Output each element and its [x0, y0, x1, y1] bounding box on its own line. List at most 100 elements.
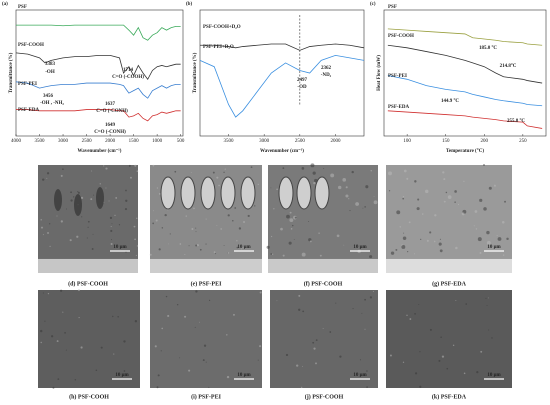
texture [301, 252, 306, 257]
texture [191, 227, 194, 231]
texture [195, 227, 197, 229]
x-tick-label: 1500 [129, 139, 140, 144]
texture [70, 199, 73, 202]
texture [293, 239, 295, 240]
spectrum-line [387, 44, 543, 84]
texture [80, 346, 83, 349]
texture [44, 320, 46, 322]
texture [51, 335, 54, 338]
texture [169, 233, 171, 235]
texture [226, 375, 230, 379]
texture [395, 248, 398, 251]
texture [366, 386, 368, 388]
sem-background [38, 165, 138, 273]
image-caption: (h) PSF-COOH [69, 393, 109, 400]
texture [92, 233, 94, 235]
annotation: C=O (-CONH) [94, 130, 126, 135]
texture [335, 302, 337, 304]
texture [289, 211, 292, 214]
texture [282, 167, 285, 170]
texture [348, 198, 350, 200]
texture [42, 234, 44, 236]
texture [136, 217, 138, 219]
texture [342, 178, 347, 182]
texture [232, 219, 234, 222]
texture [463, 180, 465, 182]
image-caption: (g) PSF-EDA [432, 280, 466, 287]
texture [113, 353, 115, 355]
texture [87, 220, 90, 223]
annotation: 3383 [45, 62, 56, 67]
texture [270, 187, 272, 189]
texture [369, 255, 373, 259]
series-label: PSF-PEI+D₂O [203, 45, 234, 50]
texture [134, 164, 137, 167]
texture [208, 386, 210, 388]
texture [164, 213, 167, 217]
texture [154, 345, 157, 348]
texture [402, 236, 407, 240]
texture [216, 225, 218, 226]
texture [438, 242, 442, 246]
texture [475, 228, 478, 230]
x-axis-label: Wavenumber (cm⁻¹) [260, 148, 304, 154]
series-label: PSF-PEI [388, 74, 407, 79]
texture [501, 221, 505, 224]
texture [70, 191, 72, 194]
sem-background [386, 165, 512, 273]
spectrum-line [387, 110, 543, 129]
scale-label: 10 μm [113, 245, 127, 250]
annotation: 2497 [297, 78, 308, 83]
series-label: PSF [18, 5, 27, 10]
texture [184, 315, 187, 318]
texture [442, 171, 445, 174]
scale-label: 10 μm [115, 373, 129, 378]
texture [298, 308, 301, 311]
annotation: 3456 [43, 94, 54, 99]
texture [401, 245, 406, 249]
texture [372, 290, 374, 292]
texture [349, 209, 351, 212]
texture [289, 218, 294, 223]
texture [196, 243, 199, 247]
texture [440, 336, 442, 338]
texture [294, 216, 297, 219]
texture [161, 227, 164, 229]
texture [318, 232, 320, 234]
texture [330, 173, 335, 178]
texture [109, 216, 113, 220]
texture [351, 170, 354, 174]
texture [506, 237, 509, 241]
scale-label: 10 μm [237, 245, 251, 250]
texture [290, 228, 293, 230]
texture [128, 164, 131, 167]
texture [105, 167, 108, 170]
sem-background [150, 290, 262, 388]
texture [473, 225, 475, 227]
texture [157, 374, 160, 377]
texture [286, 214, 290, 219]
texture [434, 214, 437, 217]
texture [40, 218, 42, 221]
spectrum-line [16, 109, 181, 122]
texture [426, 239, 429, 242]
sem-image: 10 μm [386, 290, 512, 388]
texture [491, 337, 493, 339]
scale-label: 10 μm [487, 373, 501, 378]
texture [77, 289, 80, 292]
annotation: 214.8°C [500, 64, 517, 69]
texture [227, 252, 230, 254]
texture [236, 240, 238, 242]
scale-label: 10 μm [353, 373, 367, 378]
pore [278, 176, 294, 210]
texture [125, 199, 128, 202]
texture [240, 248, 243, 250]
spectrum-line [200, 43, 365, 51]
texture [445, 191, 448, 194]
texture [301, 386, 303, 389]
texture [195, 244, 198, 247]
texture [40, 226, 44, 229]
texture [457, 203, 460, 206]
texture [215, 253, 217, 255]
texture [91, 248, 94, 250]
